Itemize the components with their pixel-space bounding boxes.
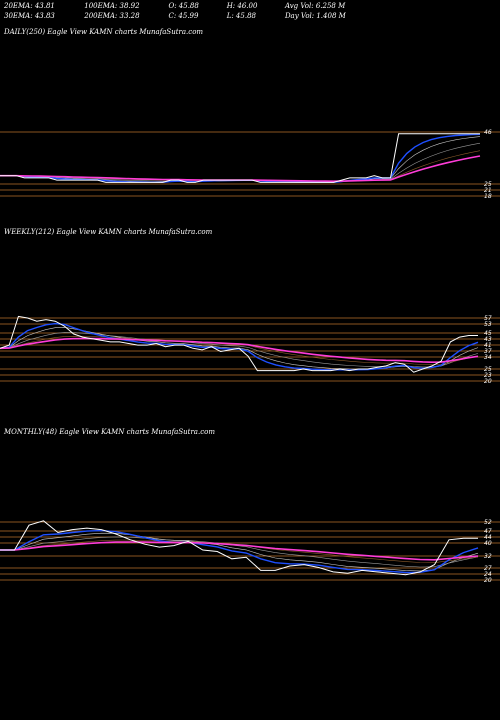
close-label: C: 45.99 [168, 12, 199, 20]
level-label: 24 [484, 571, 492, 578]
level-label: 34 [484, 354, 492, 361]
header-row-1: 20EMA: 43.81 100EMA: 38.92 O: 45.88 H: 4… [4, 2, 345, 10]
price-line [0, 315, 478, 373]
level-label: 37 [484, 348, 492, 355]
monthly-chart-title: MONTHLY(48) Eagle View KAMN charts Munaf… [3, 428, 215, 436]
ema-slow-line [0, 541, 479, 561]
level-label: 53 [484, 321, 492, 328]
ma-line [0, 536, 479, 568]
ema-fast-line [0, 133, 481, 184]
level-label: 20 [484, 577, 492, 584]
ema200-label: 200EMA: 33.28 [84, 12, 140, 20]
monthly-chart-panel: MONTHLY(48) Eagle View KAMN charts Munaf… [0, 428, 500, 584]
level-label: 25 [484, 181, 492, 188]
ma-line [0, 532, 479, 572]
daily-chart-panel: DAILY(250) Eagle View KAMN charts Munafa… [0, 28, 500, 200]
level-label: 23 [484, 372, 492, 379]
daily-chart-title: DAILY(250) Eagle View KAMN charts Munafa… [3, 28, 203, 36]
level-label: 20 [484, 378, 492, 385]
avg-vol-label: Avg Vol: 6.258 M [284, 2, 346, 10]
level-label: 41 [484, 342, 492, 349]
high-label: H: 46.00 [226, 2, 258, 10]
ma-line [0, 142, 481, 183]
ma-line [0, 136, 481, 183]
level-label: 44 [484, 534, 492, 541]
weekly-chart-title: WEEKLY(212) Eagle View KAMN charts Munaf… [4, 228, 213, 236]
level-label: 46 [484, 129, 492, 136]
ema100-label: 100EMA: 38.92 [84, 2, 140, 10]
level-label: 25 [484, 366, 492, 373]
level-label: 21 [484, 187, 492, 194]
weekly-chart-panel: WEEKLY(212) Eagle View KAMN charts Munaf… [0, 228, 500, 385]
ema-fast-line [0, 322, 479, 371]
ema30-label: 30EMA: 43.83 [4, 12, 55, 20]
level-label: 27 [484, 565, 492, 572]
ema20-label: 20EMA: 43.81 [4, 2, 55, 10]
level-label: 45 [484, 330, 492, 337]
low-label: L: 45.88 [226, 12, 256, 20]
ema-slow-line [0, 337, 479, 364]
level-label: 40 [484, 540, 492, 547]
header-row-2: 30EMA: 43.83 200EMA: 33.28 C: 45.99 L: 4… [4, 12, 346, 20]
level-label: 18 [484, 193, 492, 200]
ma-line [0, 332, 479, 368]
ema-fast-line [0, 529, 479, 574]
price-line [0, 133, 480, 183]
price-line [0, 520, 478, 576]
level-label: 47 [484, 528, 492, 535]
level-label: 32 [484, 553, 492, 560]
level-label: 52 [484, 519, 492, 526]
level-label: 43 [484, 336, 492, 343]
day-vol-label: Day Vol: 1.408 M [284, 12, 346, 20]
open-label: O: 45.88 [168, 2, 199, 10]
level-label: 57 [484, 315, 492, 322]
